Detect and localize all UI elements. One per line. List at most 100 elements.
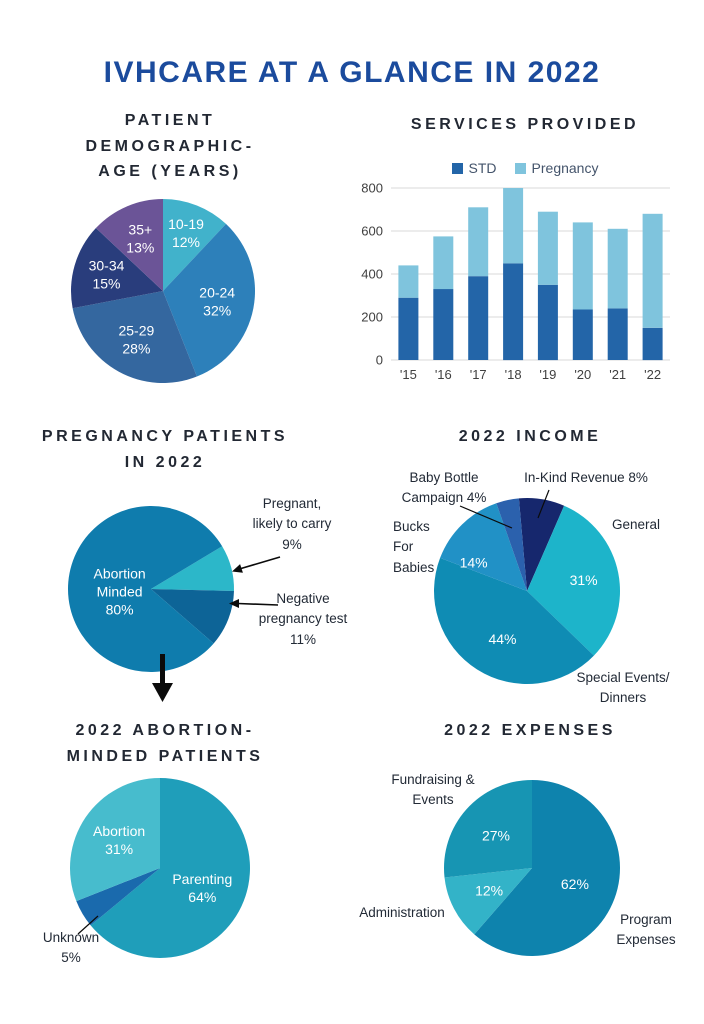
pie-label-special-events-dinners: 44% (488, 631, 516, 647)
pie-label-25-29: 25-29 28% (118, 322, 154, 356)
y-tick-label: 400 (361, 267, 383, 282)
bar-pregnancy-17 (468, 207, 489, 277)
label-baby-bottle-campaign: Baby Bottle Campaign 4% (401, 470, 487, 506)
x-tick-label: '22 (644, 367, 661, 382)
legend-swatch-std (451, 162, 463, 174)
pie-label-20-24: 20-24 32% (199, 284, 235, 318)
bar-pregnancy-15 (398, 265, 419, 298)
pie-slice-general (527, 505, 621, 656)
pie-label-program-expenses: 62% (561, 876, 589, 892)
bar-legend: STD Pregnancy (360, 158, 690, 178)
callout-negative-test: Negative pregnancy test 11% (258, 591, 348, 647)
pie-label-30-34: 30-34 15% (89, 258, 125, 292)
x-tick-label: '20 (574, 367, 591, 382)
callout-arrow-icon (229, 599, 279, 608)
pie-label-fundraising-events: 27% (482, 828, 510, 844)
legend-item-std: STD (451, 160, 497, 176)
pie-slice-in-kind-revenue (518, 497, 565, 591)
bar-pregnancy-22 (642, 213, 663, 328)
y-tick-label: 800 (361, 181, 383, 196)
bar-std-22 (642, 327, 663, 361)
expenses-pie-chart: 62% 12% 27% (443, 780, 621, 956)
label-general: General (611, 517, 661, 532)
section-heading-pregnancy: PREGNANCY PATIENTS IN 2022 (41, 428, 289, 471)
bar-pregnancy-19 (537, 211, 558, 285)
abortion-minded-pie-chart: Parenting 64% Abortion 31% (70, 778, 250, 958)
pie-slice-administration (444, 868, 532, 935)
pie-slice-program-expenses (474, 780, 621, 956)
pie-slice-pregnant-likely-to-carry (151, 546, 235, 592)
pie-slice-35 (95, 199, 163, 291)
pie-slice-unknown (76, 868, 160, 926)
label-program-expenses: Program Expenses (616, 912, 676, 948)
y-tick-label: 0 (376, 353, 383, 368)
x-tick-label: '19 (539, 367, 556, 382)
pie-label-administration: 12% (475, 882, 503, 898)
pie-label-abortion-minded: Abortion Minded 80% (94, 566, 146, 618)
legend-swatch-pregnancy (514, 162, 526, 174)
bar-pregnancy-16 (433, 236, 454, 290)
pie-slice-10-19 (163, 199, 226, 291)
bar-std-19 (537, 284, 558, 361)
pie-label-abortion: Abortion 31% (93, 823, 145, 857)
callout-arrow-icon (232, 556, 281, 573)
bar-std-16 (433, 289, 454, 360)
pie-slice-special-events-dinners (434, 557, 594, 684)
pie-slice-negative-pregnancy-test (151, 589, 234, 644)
section-heading-age: PATIENT DEMOGRAPHIC- AGE (YEARS) (85, 112, 255, 181)
pie-slice-parenting (90, 778, 250, 958)
pregnancy-pie-chart: Abortion Minded 80% (67, 506, 235, 673)
bar-pregnancy-18 (503, 188, 524, 264)
age-pie-chart: 10-19 12% 20-24 32% 25-29 28% 30-34 15%35+ 13% (70, 199, 256, 384)
down-arrow-icon (152, 654, 173, 702)
x-tick-label: '18 (505, 367, 522, 382)
legend-label-std: STD (468, 160, 497, 176)
y-tick-label: 200 (361, 310, 383, 325)
section-heading-income: 2022 INCOME (458, 428, 602, 445)
callout-line (459, 505, 513, 529)
income-pie-chart: 31% 44% 14% (434, 497, 621, 684)
bar-pregnancy-21 (607, 228, 628, 309)
x-tick-label: '17 (470, 367, 487, 382)
page-title: IVHCARE AT A GLANCE IN 2022 (103, 56, 601, 89)
x-tick-label: '16 (435, 367, 452, 382)
callout-line (77, 915, 99, 935)
x-tick-label: '21 (609, 367, 626, 382)
pie-slice-bucks-for-babies (440, 503, 527, 591)
pie-label-general: 31% (570, 572, 598, 588)
callout-pregnant-likely: Pregnant, likely to carry 9% (252, 496, 332, 552)
pie-slice-baby-bottle-campaign (496, 498, 527, 591)
section-heading-services: SERVICES PROVIDED (410, 116, 640, 133)
pie-label-parenting: Parenting 64% (172, 871, 232, 905)
legend-label-pregnancy: Pregnancy (531, 160, 599, 176)
section-heading-expenses: 2022 EXPENSES (444, 722, 616, 739)
services-bar-chart: 0 200 400 600 800 '15 '16 '17 '18 '19 '20 '21 '22 (361, 181, 670, 382)
label-administration: Administration (359, 905, 445, 920)
bar-std-15 (398, 297, 419, 360)
pie-slice-fundraising-events (443, 780, 532, 878)
bar-std-21 (607, 308, 628, 360)
label-fundraising-events: Fundraising & Events (391, 772, 475, 808)
pie-label-10-19: 10-19 12% (168, 216, 204, 250)
bar-std-17 (468, 276, 489, 360)
x-tick-label: '15 (400, 367, 417, 382)
pie-label-35: 35+ 13% (126, 222, 154, 256)
pie-label-bucks-for-babies: 14% (460, 555, 488, 571)
bar-std-18 (503, 263, 524, 361)
bar-std-20 (572, 309, 593, 360)
y-tick-label: 600 (361, 224, 383, 239)
label-bucks-for-babies: Bucks For Babies (393, 519, 435, 575)
section-heading-abortion-minded: 2022 ABORTION- MINDED PATIENTS (66, 722, 264, 765)
bar-pregnancy-20 (572, 222, 593, 310)
callout-line (537, 489, 550, 519)
legend-item-pregnancy: Pregnancy (514, 160, 599, 176)
label-inkind-revenue: In-Kind Revenue 8% (524, 470, 648, 485)
pie-slice-25-29 (72, 291, 197, 384)
pie-slice-abortion (70, 778, 160, 902)
pie-slice-abortion-minded (67, 506, 223, 673)
pie-slice-20-24 (163, 223, 256, 377)
pie-slice-30-34 (70, 228, 163, 309)
label-unknown: Unknown 5% (42, 930, 100, 966)
label-special-events: Special Events/ Dinners (576, 670, 670, 706)
